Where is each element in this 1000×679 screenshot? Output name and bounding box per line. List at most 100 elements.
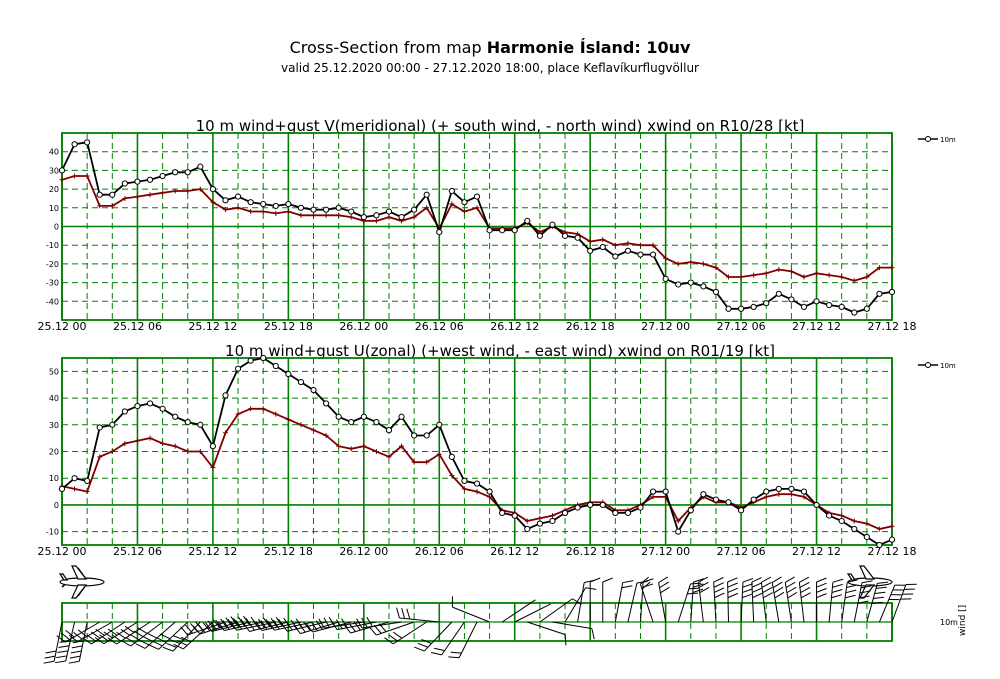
wind-barb-feather xyxy=(330,620,338,630)
wind-barb-feather xyxy=(800,587,811,594)
wind-barb-feather xyxy=(774,591,785,599)
wind-barb-feather xyxy=(148,644,159,650)
wind-barb-feather xyxy=(859,590,871,594)
chart2-gust-point xyxy=(524,518,530,524)
wind-barb-feather xyxy=(742,593,753,599)
chart2-mean-point xyxy=(624,509,632,517)
chart2-gust-point xyxy=(160,440,166,446)
chart1-gust-point xyxy=(826,272,832,278)
chart1-gust-point xyxy=(147,192,153,198)
chart2-mean-point xyxy=(524,525,531,533)
chart1-gust-point xyxy=(688,259,694,265)
chart2-x-tick-label: 26.12 06 xyxy=(415,545,464,558)
wind-barb-staff xyxy=(144,621,176,649)
wind-barb-feather xyxy=(368,626,377,636)
wind-barb xyxy=(94,621,138,645)
chart2-mean-point xyxy=(134,402,141,410)
chart1-y-tick-label: 40 xyxy=(49,148,59,157)
wind-barb-feather xyxy=(727,577,738,583)
chart1-gust-point xyxy=(663,255,669,261)
wind-barb-feather xyxy=(210,621,218,631)
wind-barb-feather xyxy=(356,618,363,629)
wind-barb-feather xyxy=(348,622,356,632)
chart1-mean-point xyxy=(285,200,292,208)
wind-barb-feather xyxy=(761,581,772,588)
wind-barb-feather xyxy=(450,651,462,654)
wind-barb-staff xyxy=(639,583,654,623)
wind-barb-feather xyxy=(70,650,82,654)
wind-barb-feather xyxy=(222,620,230,630)
chart2-gust-point xyxy=(788,491,794,497)
wind-barb-feather xyxy=(752,587,763,593)
chart1-gust-point xyxy=(348,214,354,220)
chart1-y-tick-label: 30 xyxy=(49,166,59,175)
chart1-mean-point xyxy=(71,141,78,148)
chart1-y-tick-label: -40 xyxy=(46,297,59,306)
chart1-mean-point xyxy=(587,247,594,254)
wind-barb-feather xyxy=(585,587,597,590)
wind-panel-legend: 10m xyxy=(940,618,958,627)
chart1-mean-point xyxy=(788,296,795,303)
wind-barb-feather xyxy=(773,586,784,594)
wind-barb-feather xyxy=(280,622,288,632)
chart2-gust-point xyxy=(675,518,681,524)
wind-barb-feather xyxy=(641,581,651,590)
wind-barb-feather xyxy=(116,631,126,639)
chart2-mean-point xyxy=(637,504,644,511)
chart2-gust-point xyxy=(449,473,455,479)
chart2-gust-point xyxy=(273,411,279,417)
chart1-gust-point xyxy=(185,188,191,194)
chart1-mean-point xyxy=(461,199,468,206)
chart2-gust-point xyxy=(109,449,115,454)
wind-barb-feather xyxy=(366,616,373,627)
wind-barb xyxy=(162,621,201,652)
wind-barb-staff xyxy=(501,599,536,623)
wind-barb-staff xyxy=(740,582,744,623)
chart1-gust-point xyxy=(172,188,178,194)
wind-barb-feather xyxy=(285,620,293,631)
wind-barb-staff xyxy=(158,621,189,650)
chart1-mean-point xyxy=(373,212,380,219)
wind-barb-feather xyxy=(414,646,425,652)
wind-barb-feather xyxy=(564,634,567,646)
chart2-gust-point xyxy=(311,427,317,433)
wind-barb-feather xyxy=(877,581,889,584)
chart2-gust-point xyxy=(260,406,266,412)
chart1-mean-point xyxy=(712,288,720,296)
chart2-mean-point xyxy=(687,507,694,514)
chart2-gust-point xyxy=(549,513,555,519)
wind-barb xyxy=(414,621,453,652)
wind-barb-feather xyxy=(692,583,704,588)
chart1-x-tick-label: 25.12 06 xyxy=(113,320,162,333)
chart1-gust-point xyxy=(411,214,417,220)
wind-barb-staff xyxy=(527,621,566,636)
chart2-x-tick-label: 27.12 00 xyxy=(641,545,690,558)
chart2-gust-point xyxy=(72,486,78,492)
chart1-mean-point xyxy=(612,253,619,260)
chart2-mean-point xyxy=(385,427,393,434)
wind-barb-feather xyxy=(378,623,387,633)
chart2-gust-series-line xyxy=(61,407,893,530)
wind-barb-feather xyxy=(56,655,67,659)
wind-barb-feather xyxy=(772,581,783,589)
chart2-mean-point xyxy=(662,488,669,495)
wind-barb-staff xyxy=(866,583,878,623)
chart1-gust-point xyxy=(109,203,115,209)
chart1-mean-point xyxy=(737,305,745,312)
chart1-y-tick-label: -30 xyxy=(46,279,59,288)
chart1-gust-point xyxy=(197,186,203,192)
wind-barb-feather xyxy=(799,581,810,588)
wind-barb xyxy=(713,577,725,623)
wind-barb-feather xyxy=(237,616,245,627)
chart1-x-tick-label: 26.12 12 xyxy=(490,320,539,333)
chart1-mean-point xyxy=(360,214,367,221)
wind-barb-feather xyxy=(361,617,368,628)
wind-barb-feather xyxy=(197,623,206,633)
wind-barb xyxy=(527,621,567,646)
wind-barb-feather xyxy=(343,624,351,634)
wind-barb-feather xyxy=(267,620,275,631)
wind-barb-staff xyxy=(677,583,691,623)
wind-barb-feather xyxy=(247,621,255,631)
chart2-gust-point xyxy=(487,494,493,500)
chart1-title: 10 m wind+gust V(meridional) (+ south wi… xyxy=(196,117,805,135)
